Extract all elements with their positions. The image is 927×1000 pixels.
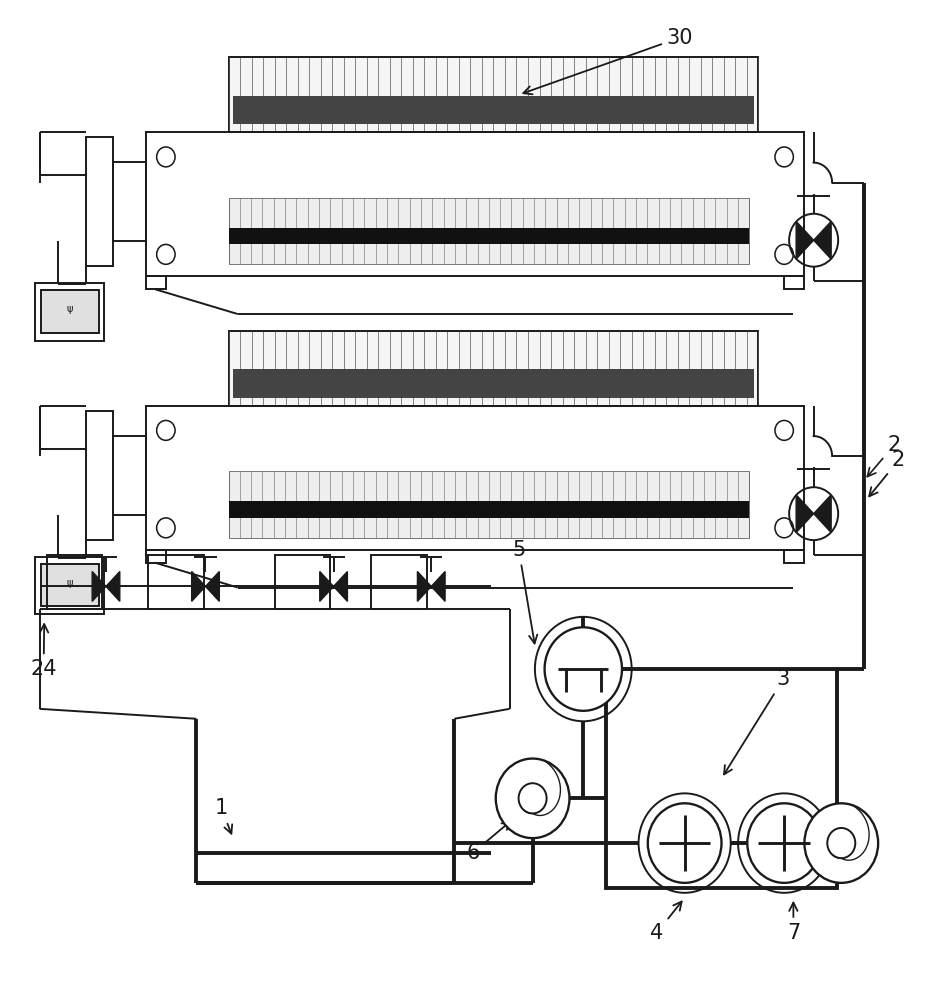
Circle shape: [775, 518, 794, 538]
Circle shape: [157, 420, 175, 440]
Bar: [229, 198, 749, 264]
Bar: [233, 96, 754, 124]
Bar: [784, 276, 805, 289]
Bar: [113, 162, 146, 241]
Bar: [229, 331, 758, 406]
Polygon shape: [334, 572, 348, 601]
Bar: [233, 369, 754, 398]
Circle shape: [648, 803, 721, 883]
Bar: [146, 550, 166, 563]
Bar: [229, 57, 758, 132]
Bar: [47, 555, 102, 609]
Text: 4: 4: [651, 902, 681, 943]
Text: 7: 7: [787, 903, 800, 943]
Bar: [372, 555, 426, 609]
Polygon shape: [106, 572, 120, 601]
Bar: [85, 410, 113, 540]
Text: 1: 1: [215, 798, 232, 834]
Circle shape: [775, 244, 794, 264]
Polygon shape: [814, 495, 832, 533]
Circle shape: [518, 783, 547, 813]
Polygon shape: [814, 221, 832, 259]
Polygon shape: [431, 572, 445, 601]
Text: 30: 30: [524, 28, 693, 94]
Circle shape: [157, 244, 175, 264]
Circle shape: [157, 518, 175, 538]
Bar: [148, 555, 204, 609]
Text: 24: 24: [31, 624, 57, 679]
Bar: [113, 436, 146, 515]
Text: 5: 5: [512, 540, 538, 643]
Circle shape: [775, 147, 794, 167]
Bar: [35, 283, 104, 341]
Bar: [41, 564, 98, 606]
Polygon shape: [417, 572, 431, 601]
Bar: [146, 276, 166, 289]
Text: 6: 6: [466, 821, 511, 863]
Bar: [41, 290, 98, 333]
Text: 2: 2: [870, 450, 906, 496]
Bar: [35, 557, 104, 614]
Polygon shape: [320, 572, 334, 601]
Bar: [274, 555, 330, 609]
Polygon shape: [192, 572, 206, 601]
Bar: [146, 406, 805, 550]
Bar: [229, 228, 749, 244]
Bar: [784, 550, 805, 563]
Bar: [606, 669, 837, 888]
Polygon shape: [206, 572, 220, 601]
Text: 2: 2: [868, 435, 901, 477]
Text: 3: 3: [724, 669, 790, 774]
Circle shape: [775, 420, 794, 440]
Circle shape: [496, 759, 569, 838]
Bar: [146, 132, 805, 276]
Text: ψ: ψ: [67, 578, 73, 588]
Bar: [229, 501, 749, 518]
Circle shape: [157, 147, 175, 167]
Polygon shape: [796, 221, 814, 259]
Circle shape: [544, 627, 622, 711]
Bar: [229, 471, 749, 538]
Circle shape: [827, 828, 856, 858]
Polygon shape: [92, 572, 106, 601]
Polygon shape: [796, 495, 814, 533]
Text: ψ: ψ: [67, 304, 73, 314]
Bar: [85, 137, 113, 266]
Circle shape: [747, 803, 821, 883]
Circle shape: [805, 803, 878, 883]
